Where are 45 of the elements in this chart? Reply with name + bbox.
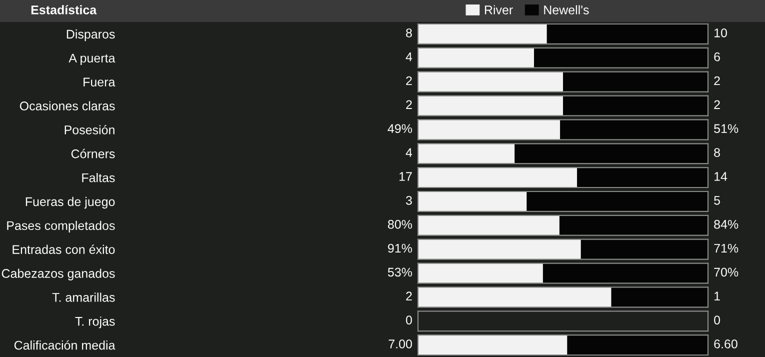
category-label: T. rojas <box>75 316 115 328</box>
y-tick-label: Ocasiones claras <box>20 101 115 110</box>
data-label: 2 <box>406 292 412 300</box>
data-label: 4 <box>406 148 412 157</box>
data-label: 0 <box>406 316 412 324</box>
text: Estadística <box>31 5 97 14</box>
y-tick-label: T. amarillas <box>52 292 115 302</box>
data-label: 14 <box>714 172 728 181</box>
data-label: 51% <box>714 124 738 134</box>
data-label: 8 <box>714 148 720 157</box>
data-label: 71% <box>714 244 738 253</box>
y-tick-label: Córners <box>71 148 115 158</box>
data-label: 7.00 <box>388 340 412 348</box>
y-tick-label: Pases completados <box>7 220 115 233</box>
y-tick-label: Cabezazos ganados <box>2 268 115 280</box>
data-label: 2 <box>406 76 412 86</box>
data-label: 8 <box>406 28 412 38</box>
data-label: 70% <box>714 268 738 277</box>
data-label: 1 <box>714 292 720 300</box>
data-label: 4 <box>406 52 412 62</box>
y-tick-label: Posesión <box>64 125 114 134</box>
y-tick-label: A puerta <box>68 54 116 66</box>
y-tick-label: Entradas con éxito <box>12 244 115 254</box>
data-label: 91% <box>388 244 412 253</box>
data-label: 2 <box>406 100 412 109</box>
data-label: 3 <box>406 196 412 205</box>
data-label: 2 <box>714 100 720 109</box>
data-label: 5 <box>714 196 720 205</box>
data-label: 49% <box>388 124 412 134</box>
y-tick-label: Calificación media <box>14 340 116 350</box>
y-tick-label: Faltas <box>82 173 115 182</box>
legend-label: River <box>484 5 513 14</box>
data-label: 2 <box>714 76 720 86</box>
data-label: 6.60 <box>714 340 738 348</box>
data-label: 84% <box>714 220 738 229</box>
data-label: 6 <box>714 52 720 62</box>
data-label: 17 <box>399 172 412 181</box>
data-label: 53% <box>388 268 412 277</box>
data-label: 0 <box>714 316 720 324</box>
y-tick-label: Fuera <box>84 78 116 86</box>
data-label: 80% <box>388 220 412 229</box>
legend-label: Newell's <box>544 5 589 14</box>
y-tick-label: Fueras de juego <box>26 196 115 209</box>
data-label: 10 <box>714 28 727 38</box>
y-tick-label: Disparos <box>66 29 115 42</box>
